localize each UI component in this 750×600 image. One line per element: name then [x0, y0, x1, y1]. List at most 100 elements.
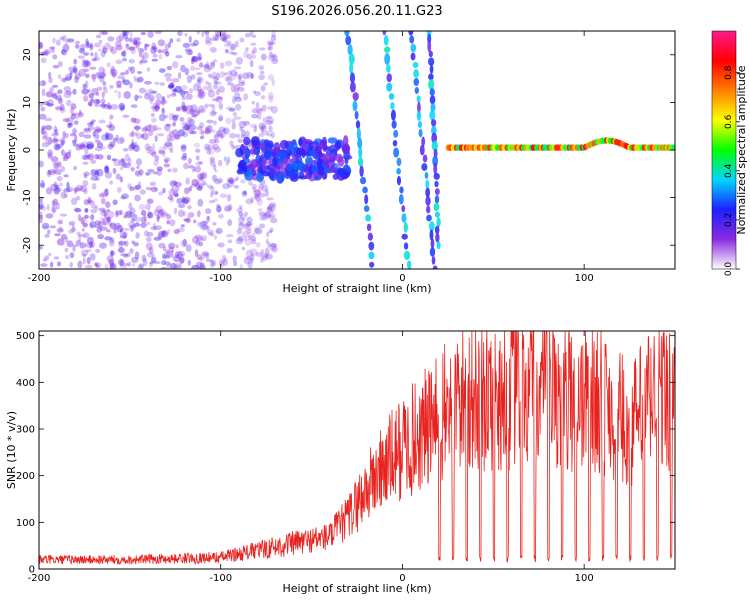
- spectrogram-noise-cell: [170, 81, 174, 89]
- spectrogram-noise-cell: [217, 205, 222, 213]
- spectrogram-noise-cell: [238, 120, 246, 129]
- spectrogram-noise-cell: [52, 64, 60, 69]
- spectrogram-noise-cell: [81, 154, 88, 161]
- spectrogram-noise-cell: [240, 213, 246, 221]
- spectrogram-noise-cell: [169, 38, 174, 44]
- spectrogram-streak-cell: [412, 61, 419, 69]
- spectrogram-noise-cell: [81, 141, 88, 145]
- spectrogram-noise-cell: [65, 186, 74, 193]
- spectrogram-noise-cell: [161, 107, 166, 116]
- spectrogram-noise-cell: [114, 40, 122, 48]
- spectrogram-noise-cell: [216, 89, 220, 96]
- spectrogram-noise-cell: [53, 187, 60, 195]
- spectrogram-noise-cell: [154, 31, 163, 35]
- spectrogram-noise-cell: [212, 34, 218, 41]
- spectrogram-noise-cell: [85, 59, 90, 66]
- spectrogram-noise-cell: [45, 213, 54, 219]
- spectrogram-noise-cell: [203, 63, 211, 69]
- spectrogram-noise-cell: [244, 238, 252, 246]
- spectrogram-noise-cell: [246, 216, 253, 224]
- spectrogram-noise-cell: [56, 202, 60, 210]
- spectrogram-noise-cell: [233, 116, 242, 120]
- spectrogram-noise-cell: [61, 49, 68, 56]
- spectrogram-noise-cell: [122, 227, 130, 231]
- spectrogram-noise-cell: [94, 262, 98, 266]
- spectrogram-noise-cell: [128, 46, 135, 52]
- spectrogram-noise-cell: [184, 217, 192, 223]
- spectrogram-noise-cell: [86, 256, 91, 265]
- spectrogram-noise-cell: [183, 187, 190, 195]
- spectrogram-noise-cell: [52, 136, 58, 143]
- spectrogram-noise-cell: [271, 31, 276, 38]
- spectrogram-noise-cell: [199, 122, 205, 129]
- spectrogram-noise-cell: [186, 75, 193, 84]
- spectrogram-noise-cell: [121, 162, 128, 169]
- spectrogram-noise-cell: [134, 94, 139, 102]
- spectrogram-streak-cell: [366, 223, 372, 232]
- spectrogram-noise-cell: [228, 74, 236, 81]
- spectrogram-noise-cell: [134, 194, 141, 202]
- spectrogram-noise-cell: [197, 185, 203, 192]
- spectrogram-noise-cell: [176, 197, 183, 205]
- spectrogram-noise-cell: [130, 142, 136, 150]
- spectrogram-streak-cell: [433, 202, 440, 212]
- spectrogram-noise-cell: [44, 233, 50, 238]
- spectrogram-noise-cell: [41, 125, 46, 131]
- spectrogram-noise-cell: [213, 84, 219, 90]
- spectrogram-noise-cell: [102, 208, 107, 214]
- spectrogram-noise-cell: [141, 31, 147, 36]
- spectrogram-noise-cell: [84, 73, 90, 79]
- spectrogram-noise-cell: [109, 250, 116, 256]
- spectrogram-noise-cell: [78, 143, 87, 148]
- spectrogram-noise-cell: [104, 188, 109, 197]
- spectrogram-streak-cell: [434, 188, 440, 196]
- spectrogram-noise-cell: [208, 129, 216, 133]
- spectrogram-noise-cell: [187, 259, 191, 266]
- spectrogram-band-cell: [276, 150, 286, 163]
- spectrogram-noise-cell: [185, 93, 193, 100]
- spectrogram-noise-cell: [227, 70, 233, 76]
- spectrogram-noise-cell: [250, 253, 255, 261]
- spectrogram-noise-cell: [122, 147, 129, 152]
- spectrogram-noise-cell: [252, 90, 257, 94]
- spectrogram-noise-cell: [245, 47, 249, 52]
- spectrogram-noise-cell: [90, 213, 95, 221]
- spectrogram-streak-cell: [434, 211, 440, 218]
- spectrogram-noise-cell: [145, 146, 150, 154]
- spectrogram-noise-cell: [87, 89, 92, 93]
- spectrogram-noise-cell: [191, 56, 199, 62]
- spectrogram-noise-cell: [200, 171, 208, 178]
- spectrogram-noise-cell: [229, 43, 235, 52]
- spectrogram-noise-cell: [250, 73, 255, 79]
- spectrogram-noise-cell: [182, 108, 188, 113]
- snr-x-ticks: -200 -100 0 100: [28, 331, 594, 584]
- spectrogram-noise-cell: [68, 149, 72, 155]
- spectrogram-noise-cell: [209, 46, 217, 53]
- spectrogram-noise-cell: [113, 227, 117, 234]
- spectrogram-noise-cell: [159, 82, 165, 86]
- spectrogram-noise-cell: [132, 37, 141, 41]
- spectrogram-noise-cell: [141, 55, 145, 61]
- spectrogram-noise-cell: [238, 222, 244, 226]
- spectrogram-noise-cell: [228, 179, 235, 184]
- spectrogram-noise-cell: [46, 99, 54, 108]
- spectrogram-noise-cell: [55, 96, 59, 101]
- spectrogram-noise-cell: [53, 162, 59, 170]
- spectrogram-noise-cell: [186, 116, 193, 124]
- spectrogram-noise-cell: [267, 241, 271, 248]
- spectrogram-noise-cell: [239, 37, 245, 43]
- spectrogram-noise-cell: [115, 44, 123, 51]
- spectrogram-noise-cell: [183, 162, 189, 170]
- spectrogram-noise-cell: [226, 179, 235, 188]
- spectrogram-noise-cell: [253, 194, 260, 200]
- spectrogram-noise-cell: [62, 156, 66, 162]
- colorbar-tick-label: 0.6: [724, 114, 734, 129]
- spectrogram-noise-cell: [267, 54, 276, 62]
- spectrogram-noise-cell: [225, 117, 232, 125]
- spectrogram-noise-cell: [177, 72, 182, 80]
- spectrogram-noise-cell: [87, 101, 93, 107]
- spectrogram-noise-cell: [165, 123, 172, 128]
- spectrogram-streak-cell: [349, 72, 356, 84]
- spectrogram-noise-cell: [63, 90, 72, 99]
- spectrogram-noise-cell: [153, 187, 158, 191]
